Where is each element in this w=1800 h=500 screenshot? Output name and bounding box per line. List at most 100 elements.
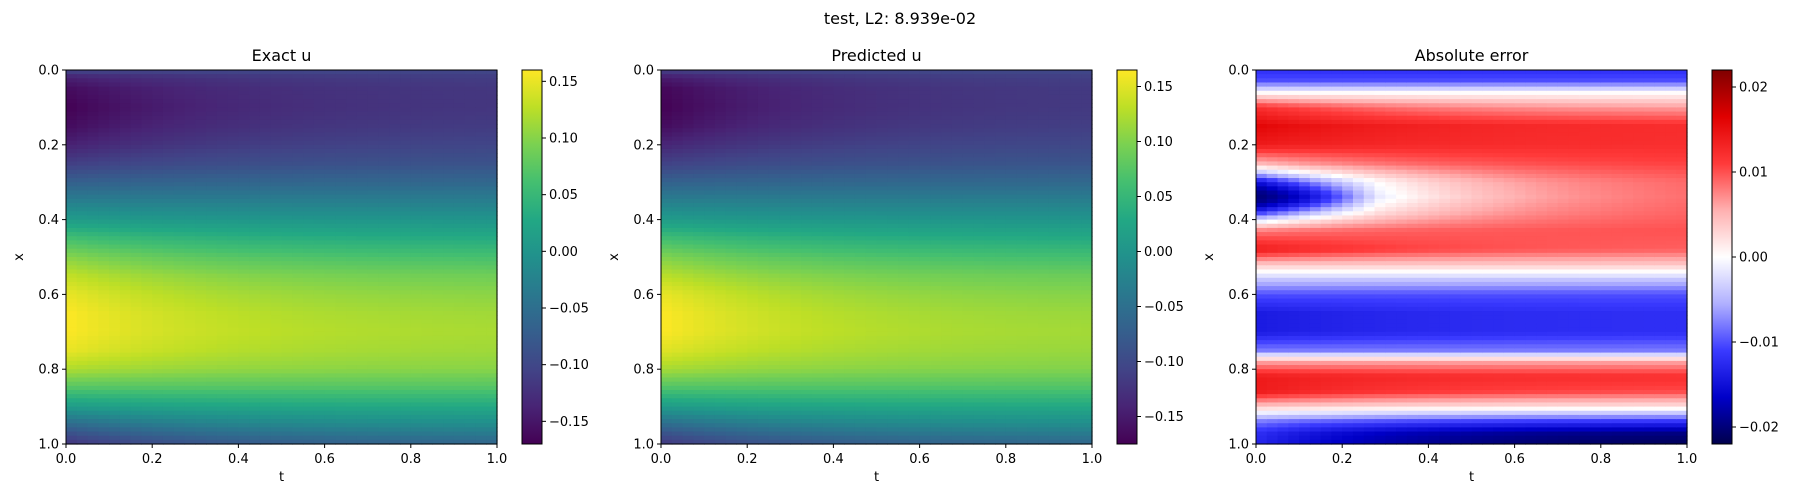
heatmap-cell [270,140,283,146]
heatmap-cell [303,406,315,412]
heatmap-cell [346,319,358,325]
heatmap-cell [486,269,498,275]
heatmap-cell [779,124,791,129]
heatmap-cell [141,265,153,271]
heatmap-cell [162,377,175,383]
heatmap-cell [238,232,250,237]
heatmap-cell [661,344,673,350]
heatmap-cell [378,257,390,262]
heatmap-cell [693,352,705,358]
heatmap-cell [335,431,347,437]
heatmap-cell [693,124,705,129]
heatmap-cell [130,419,143,424]
heatmap-cell [270,298,283,304]
heatmap-cell [661,423,673,428]
heatmap-cell [356,360,369,366]
heatmap-cell [313,74,326,79]
heatmap-cell [206,281,218,287]
heatmap-cell [206,273,218,279]
heatmap-cell [249,290,261,295]
heatmap-cell [356,335,369,341]
heatmap-cell [389,389,401,395]
heatmap-cell [453,331,466,337]
heatmap-cell [303,153,315,158]
heatmap-cell [747,419,759,424]
heatmap-cell [249,99,261,104]
heatmap-cell [87,348,99,354]
heatmap-cell [704,394,716,399]
heatmap-cell [346,360,358,366]
heatmap-cell [714,128,727,133]
heatmap-cell [324,302,336,308]
heatmap-cell [76,286,89,291]
heatmap-cell [173,352,186,358]
heatmap-cell [421,331,433,337]
heatmap-cell [356,124,369,129]
heatmap-cell [704,419,716,424]
heatmap-cell [303,182,315,187]
heatmap-cell [313,107,326,113]
heatmap-cell [259,439,272,445]
heatmap-cell [184,161,196,167]
heatmap-cell [801,335,813,341]
heatmap-cell [270,115,283,121]
heatmap-cell [714,373,727,379]
heatmap-cell [682,369,694,374]
heatmap-cell [421,124,433,129]
heatmap-cell [109,286,121,291]
heatmap-cell [216,331,229,337]
heatmap-cell [152,169,164,175]
y-tick-label: 0.0 [38,64,59,79]
heatmap-cell [206,178,218,183]
heatmap-cell [98,319,110,325]
heatmap-cell [682,94,694,100]
heatmap-cell [704,369,716,374]
heatmap-cell [747,406,759,412]
heatmap-cell [682,248,694,254]
heatmap-cell [303,194,315,200]
heatmap-cell [693,385,705,391]
heatmap-cell [119,207,132,212]
heatmap-cell [747,202,759,208]
heatmap-cell [206,115,218,121]
heatmap-cell [410,136,423,142]
heatmap-cell [335,348,347,354]
heatmap-cell [443,335,455,341]
heatmap-cell [119,319,132,325]
heatmap-cell [757,207,770,212]
heatmap-cell [98,182,110,187]
heatmap-cell [227,381,240,387]
heatmap-cell [346,331,358,337]
heatmap-cell [693,439,705,445]
heatmap-cell [324,331,336,337]
heatmap-cell [671,340,684,345]
heatmap-cell [725,148,738,154]
heatmap-cell [801,140,813,146]
heatmap-cell [195,90,207,96]
heatmap-cell [714,286,727,291]
heatmap-cell [238,157,250,163]
heatmap-cell [725,414,738,420]
heatmap-cell [671,402,684,408]
heatmap-cell [693,70,705,75]
heatmap-cell [141,427,153,433]
heatmap-cell [98,194,110,200]
heatmap-cell [216,215,229,221]
heatmap-cell [259,431,272,437]
heatmap-cell [292,365,304,370]
heatmap-cell [313,427,326,433]
heatmap-cell [464,286,477,291]
heatmap-cell [367,244,380,250]
heatmap-cell [173,252,186,258]
heatmap-cell [162,431,175,437]
heatmap-cell [400,315,412,320]
heatmap-cell [693,265,705,271]
heatmap-cell [281,70,293,75]
heatmap-cell [346,344,358,350]
heatmap-cell [410,165,423,171]
heatmap-cell [141,402,153,408]
heatmap-cell [335,323,347,329]
heatmap-cell [324,398,336,404]
heatmap-cell [238,323,250,329]
heatmap-cell [486,352,498,358]
